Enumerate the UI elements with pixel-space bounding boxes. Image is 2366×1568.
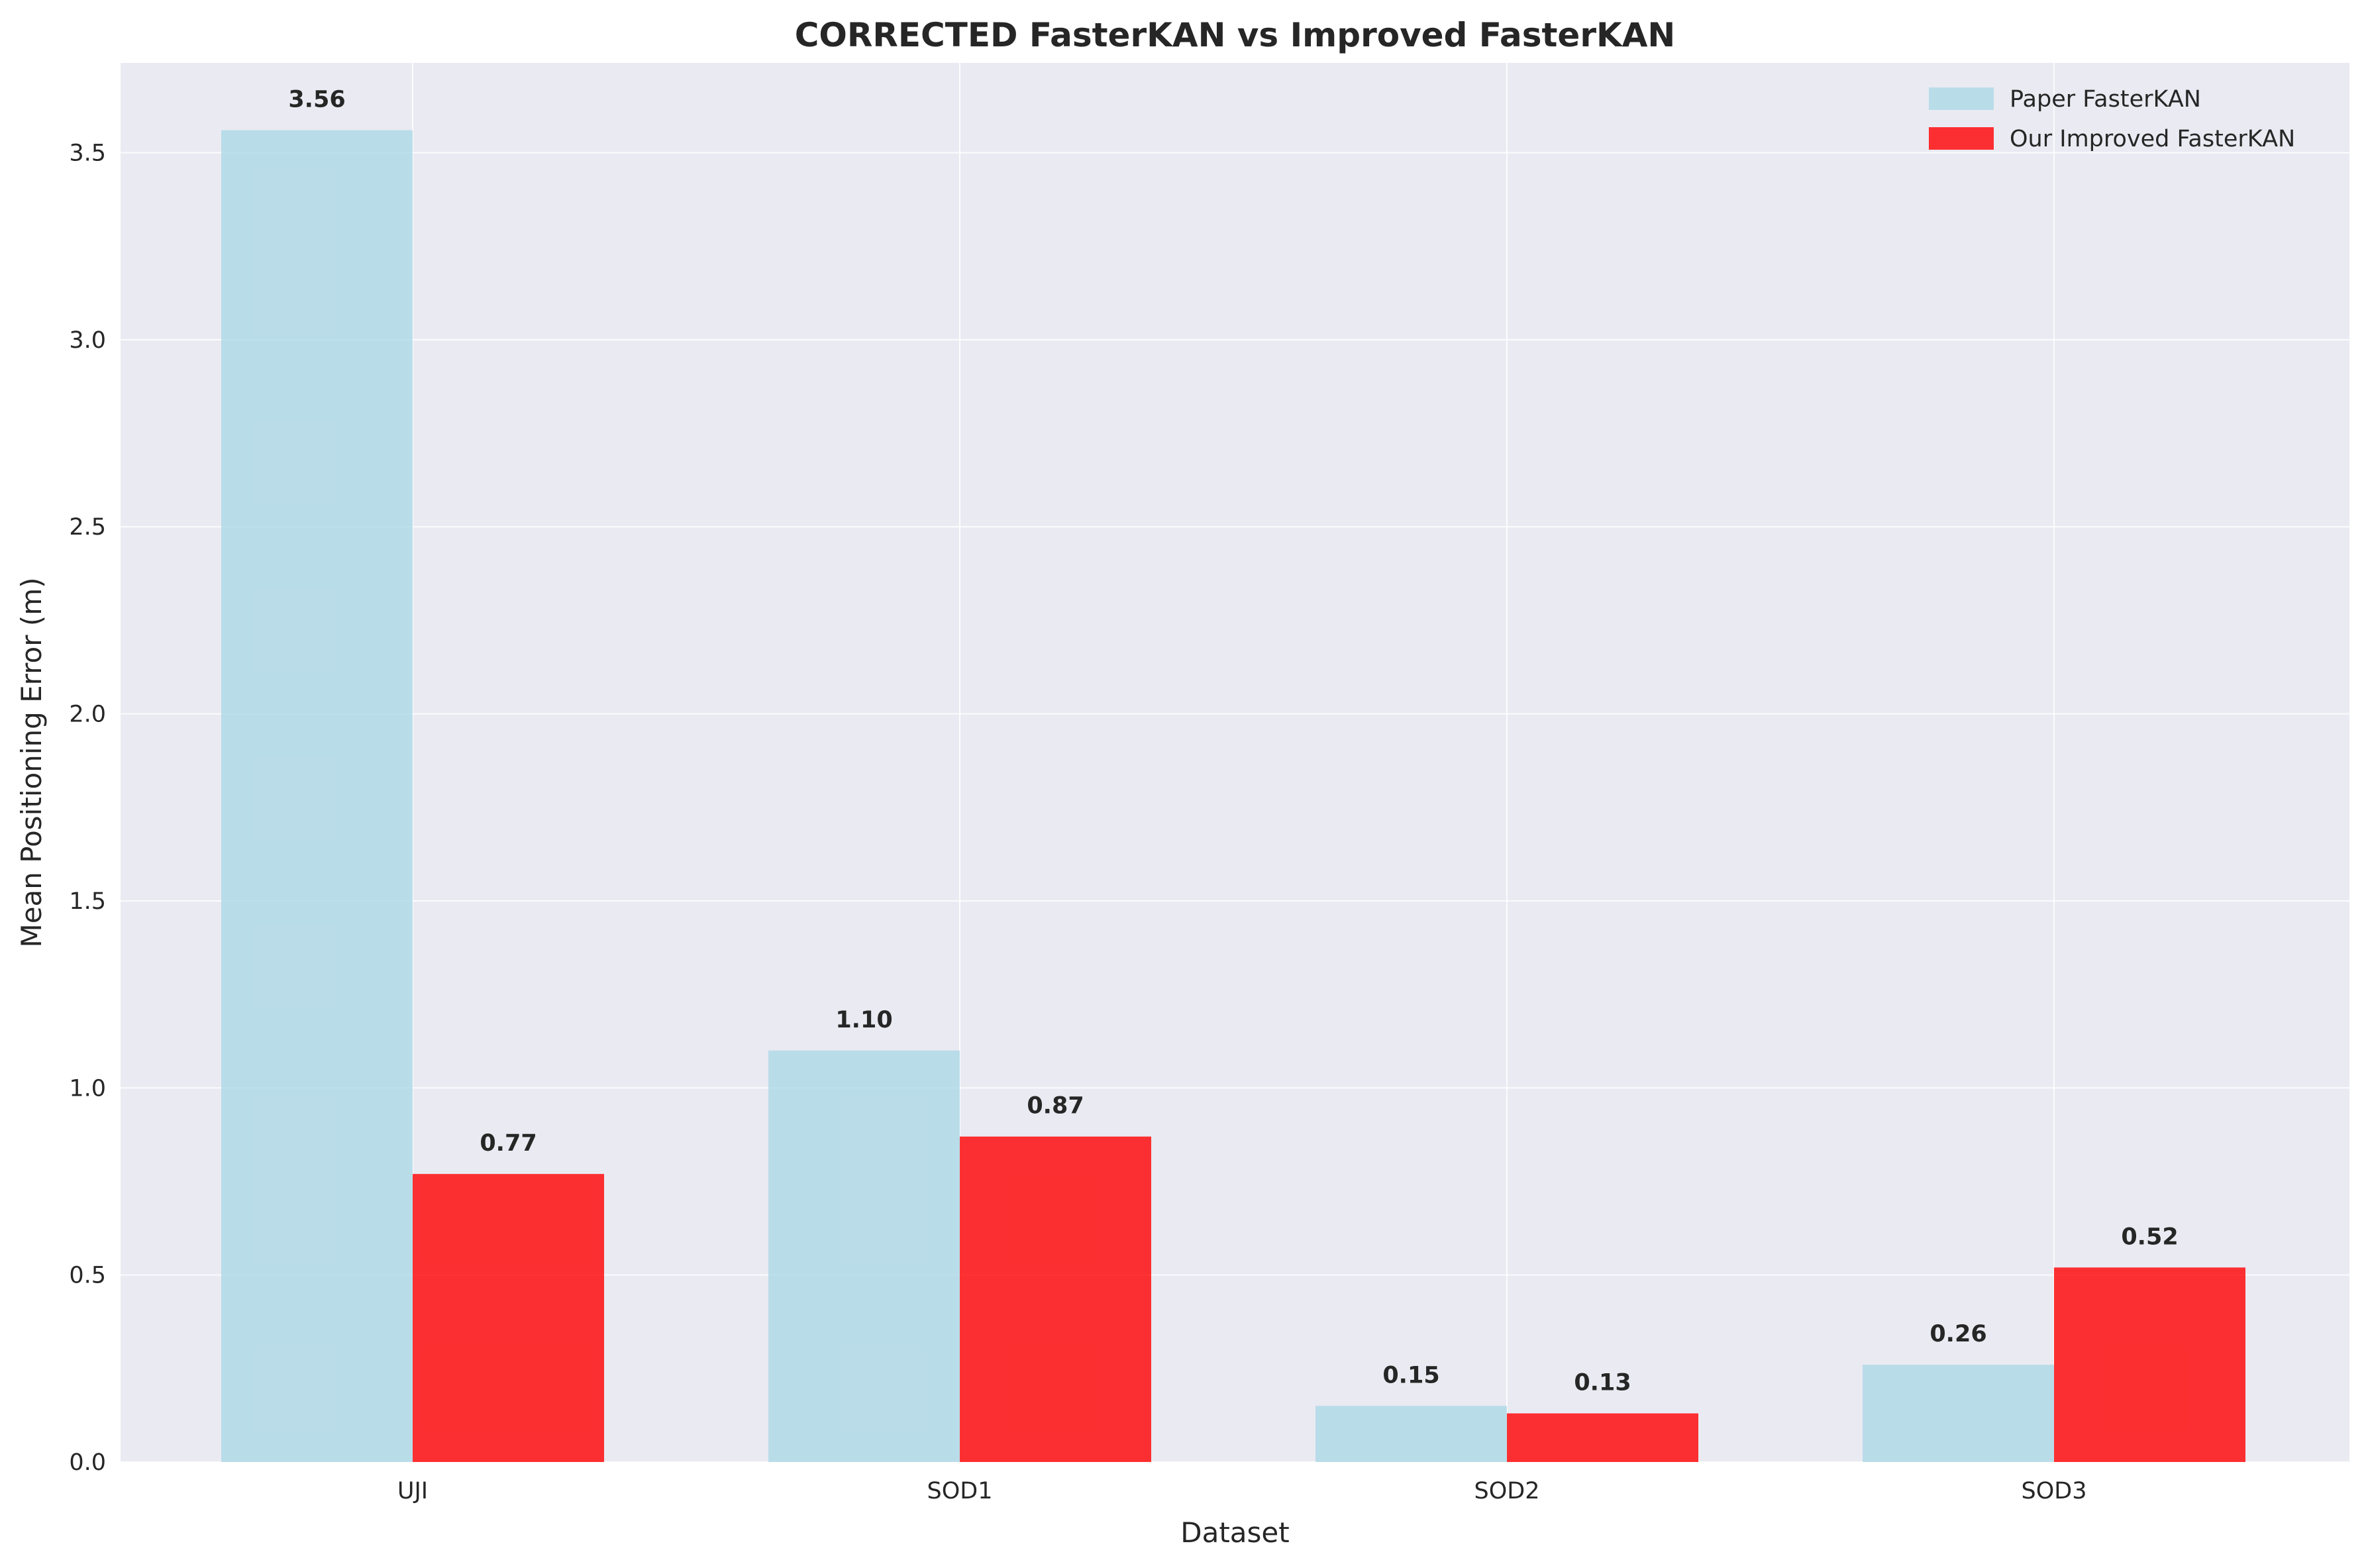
bar-our-improved-fasterkan-sod2 — [1507, 1413, 1698, 1462]
x-tick-label: SOD1 — [927, 1478, 993, 1504]
y-tick-label: 0.0 — [69, 1449, 106, 1476]
data-label-paper-fasterkan-sod3: 0.26 — [1929, 1321, 1986, 1347]
legend: Paper FasterKAN Our Improved FasterKAN — [1929, 86, 2295, 152]
y-tick-label: 3.5 — [69, 140, 106, 167]
data-label-our-improved-fasterkan-sod2: 0.13 — [1574, 1370, 1631, 1396]
legend-swatch — [1929, 127, 1994, 150]
data-label-our-improved-fasterkan-sod3: 0.52 — [2121, 1224, 2178, 1250]
bar-paper-fasterkan-sod3 — [1863, 1365, 2054, 1462]
y-tick-label: 1.5 — [69, 888, 106, 915]
axis-ticks: 0.0 0.5 1.0 1.5 2.0 2.5 3.0 3.5 UJI SOD1 SOD2 SOD3 — [69, 140, 2086, 1504]
y-tick-label: 0.5 — [69, 1263, 106, 1289]
chart-title: CORRECTED FasterKAN vs Improved FasterKA… — [795, 16, 1676, 54]
legend-label: Paper FasterKAN — [2010, 86, 2201, 113]
bar-our-improved-fasterkan-sod3 — [2054, 1267, 2245, 1462]
data-label-paper-fasterkan-uji: 3.56 — [288, 87, 345, 113]
grid-lines — [121, 63, 2349, 1463]
bar-paper-fasterkan-sod2 — [1315, 1406, 1507, 1462]
y-axis-label: Mean Positioning Error (m) — [15, 577, 48, 947]
data-label-paper-fasterkan-sod2: 0.15 — [1382, 1362, 1439, 1388]
data-label-our-improved-fasterkan-uji: 0.77 — [480, 1130, 537, 1157]
legend-swatch — [1929, 87, 1994, 110]
data-label-our-improved-fasterkan-sod1: 0.87 — [1027, 1093, 1084, 1120]
bar-paper-fasterkan-uji — [221, 130, 413, 1462]
y-tick-label: 3.0 — [69, 327, 106, 354]
x-tick-label: SOD2 — [1474, 1478, 1540, 1504]
bar-our-improved-fasterkan-uji — [413, 1174, 604, 1462]
bar-our-improved-fasterkan-sod1 — [960, 1136, 1151, 1462]
x-tick-label: UJI — [397, 1478, 428, 1504]
y-tick-label: 2.5 — [69, 514, 106, 541]
bars — [221, 130, 2245, 1462]
y-tick-label: 1.0 — [69, 1075, 106, 1102]
x-tick-label: SOD3 — [2022, 1478, 2087, 1504]
data-label-paper-fasterkan-sod1: 1.10 — [835, 1007, 892, 1033]
data-labels: 3.56 1.10 0.15 0.26 0.77 0.87 0.13 0.52 — [288, 87, 2178, 1396]
y-tick-label: 2.0 — [69, 702, 106, 728]
bar-paper-fasterkan-sod1 — [768, 1050, 960, 1462]
x-axis-label: Dataset — [1180, 1516, 1289, 1549]
legend-label: Our Improved FasterKAN — [2010, 126, 2295, 152]
